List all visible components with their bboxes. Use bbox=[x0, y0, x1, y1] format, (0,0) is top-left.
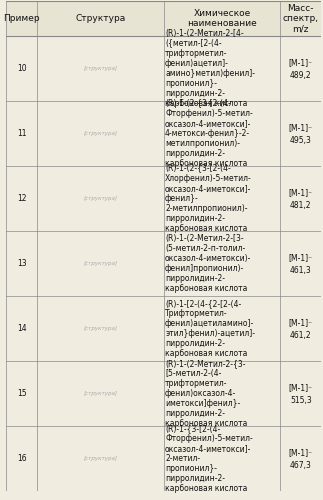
Text: (R)-1-(2-Метил-2-[4-
({метил-[2-(4-
трифторметил-
фенил)ацетил]-
амино}метил)фен: (R)-1-(2-Метил-2-[4- ({метил-[2-(4- триф… bbox=[165, 28, 255, 108]
Text: Химическое
наименование: Химическое наименование bbox=[187, 9, 257, 29]
Text: [M-1]⁻: [M-1]⁻ bbox=[289, 318, 313, 327]
Text: 13: 13 bbox=[17, 259, 26, 268]
Text: 16: 16 bbox=[17, 454, 26, 463]
Text: [M-1]⁻: [M-1]⁻ bbox=[289, 123, 313, 132]
Text: 14: 14 bbox=[17, 324, 26, 333]
Text: 495,3: 495,3 bbox=[290, 136, 312, 145]
Text: [структура]: [структура] bbox=[83, 196, 118, 201]
Text: 481,2: 481,2 bbox=[290, 201, 311, 210]
Text: [M-1]⁻: [M-1]⁻ bbox=[289, 58, 313, 67]
Text: 10: 10 bbox=[17, 64, 26, 72]
Bar bbox=[6, 36, 321, 100]
Text: [структура]: [структура] bbox=[83, 326, 118, 331]
Text: (R)-1-(2-{3-[2-(4-
Фторфенил)-5-метил-
оксазол-4-иметокси]-
4-метокси-фенил}-2-
: (R)-1-(2-{3-[2-(4- Фторфенил)-5-метил- о… bbox=[165, 98, 253, 168]
Bar bbox=[6, 296, 321, 361]
Text: 467,3: 467,3 bbox=[290, 462, 312, 470]
Text: 489,2: 489,2 bbox=[290, 71, 312, 80]
Text: (R)-1-(2-{3-[2-(4-
Хлорфенил)-5-метил-
оксазол-4-иметокси]-
фенил}-
2-метилпропи: (R)-1-(2-{3-[2-(4- Хлорфенил)-5-метил- о… bbox=[165, 164, 252, 233]
Text: [M-1]⁻: [M-1]⁻ bbox=[289, 448, 313, 457]
Text: (R)-1-{3-[2-(4-
Фторфенил)-5-метил-
оксазол-4-иметокси]-
2-метил-
пропионил}-
пи: (R)-1-{3-[2-(4- Фторфенил)-5-метил- окса… bbox=[165, 424, 253, 493]
Text: [структура]: [структура] bbox=[83, 391, 118, 396]
Text: 12: 12 bbox=[17, 194, 26, 203]
Text: [структура]: [структура] bbox=[83, 456, 118, 461]
Text: [M-1]⁻: [M-1]⁻ bbox=[289, 188, 313, 197]
Bar bbox=[6, 166, 321, 231]
Text: [структура]: [структура] bbox=[83, 66, 118, 70]
Text: (R)-1-[2-(4-{2-[2-(4-
Трифторметил-
фенил)ацетиламино]-
этил}фенил)-ацетил]-
пир: (R)-1-[2-(4-{2-[2-(4- Трифторметил- фени… bbox=[165, 298, 255, 358]
Bar bbox=[6, 231, 321, 296]
Bar bbox=[6, 2, 321, 35]
Text: 461,2: 461,2 bbox=[290, 331, 312, 340]
Text: [M-1]⁻: [M-1]⁻ bbox=[289, 383, 313, 392]
Text: [M-1]⁻: [M-1]⁻ bbox=[289, 253, 313, 262]
Text: 15: 15 bbox=[17, 389, 26, 398]
Bar bbox=[6, 100, 321, 166]
Text: Масс-
спектр,
m/z: Масс- спектр, m/z bbox=[283, 4, 319, 34]
Bar bbox=[6, 426, 321, 491]
Text: 11: 11 bbox=[17, 128, 26, 138]
Text: 461,3: 461,3 bbox=[290, 266, 312, 275]
Text: (R)-1-(2-Метил-2-{3-
[5-метил-2-(4-
трифторметил-
фенил)оксазол-4-
иметокси]фени: (R)-1-(2-Метил-2-{3- [5-метил-2-(4- триф… bbox=[165, 358, 247, 428]
Text: [структура]: [структура] bbox=[83, 261, 118, 266]
Text: [структура]: [структура] bbox=[83, 130, 118, 136]
Text: 515,3: 515,3 bbox=[290, 396, 312, 405]
Bar bbox=[6, 361, 321, 426]
Text: (R)-1-(2-Метил-2-[3-
(5-метил-2-п-толил-
оксазол-4-иметокси)-
фенил]пропионил)-
: (R)-1-(2-Метил-2-[3- (5-метил-2-п-толил-… bbox=[165, 234, 252, 293]
Text: Структура: Структура bbox=[75, 14, 126, 23]
Text: Пример: Пример bbox=[3, 14, 40, 23]
